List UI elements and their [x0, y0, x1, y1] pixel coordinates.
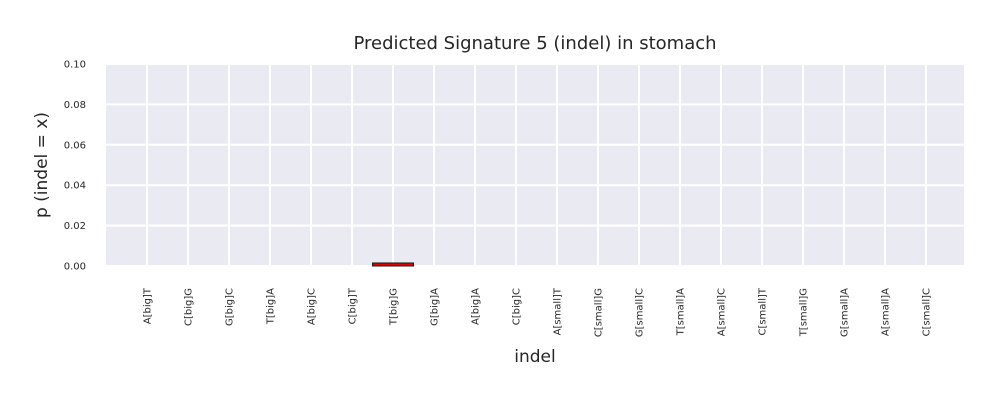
x-tick-label: G[small]C [635, 288, 646, 337]
x-axis-label: indel [514, 347, 555, 367]
x-tick-label: G[big]C [225, 288, 236, 326]
x-tick-label: C[small]T [758, 287, 769, 335]
grid-lines [106, 63, 964, 267]
x-tick-label: G[big]A [430, 288, 441, 326]
y-tick-label: 0.08 [64, 100, 86, 111]
y-axis-label: p (indel = x) [32, 112, 52, 218]
bars [372, 262, 414, 267]
plot-area [106, 64, 964, 266]
x-tick-label: C[small]C [922, 288, 933, 336]
x-tick-label: C[big]T [348, 287, 359, 324]
y-tick-label: 0.10 [64, 60, 86, 71]
x-tick-label: A[big]A [471, 288, 482, 325]
x-tick-label: T[big]G [389, 288, 400, 326]
x-tick-label: G[small]A [840, 288, 851, 337]
y-tick-label: 0.00 [64, 262, 86, 273]
x-tick-label: T[big]A [266, 288, 277, 325]
x-axis-ticks: A[big]T C[big]G G[big]C T[big]A A[big]C C[big… [143, 287, 933, 337]
y-tick-label: 0.06 [64, 140, 86, 151]
x-tick-label: A[small]T [553, 287, 564, 335]
x-tick-label: C[big]G [184, 288, 195, 326]
chart-title: Predicted Signature 5 (indel) in stomach [353, 33, 716, 54]
y-tick-label: 0.02 [64, 221, 86, 232]
x-tick-label: A[small]A [881, 288, 892, 336]
y-tick-label: 0.04 [64, 181, 86, 192]
x-tick-label: A[small]C [717, 288, 728, 336]
y-axis-ticks: 0.00 0.02 0.04 0.06 0.08 0.10 [64, 60, 86, 273]
x-tick-label: T[small]G [799, 288, 810, 337]
x-tick-label: A[big]T [143, 287, 154, 324]
x-tick-label: C[big]C [512, 288, 523, 325]
x-tick-label: T[small]A [676, 288, 687, 337]
x-tick-label: C[small]G [594, 288, 605, 337]
bar-t-big-g [372, 262, 414, 267]
x-tick-label: A[big]C [307, 288, 318, 325]
